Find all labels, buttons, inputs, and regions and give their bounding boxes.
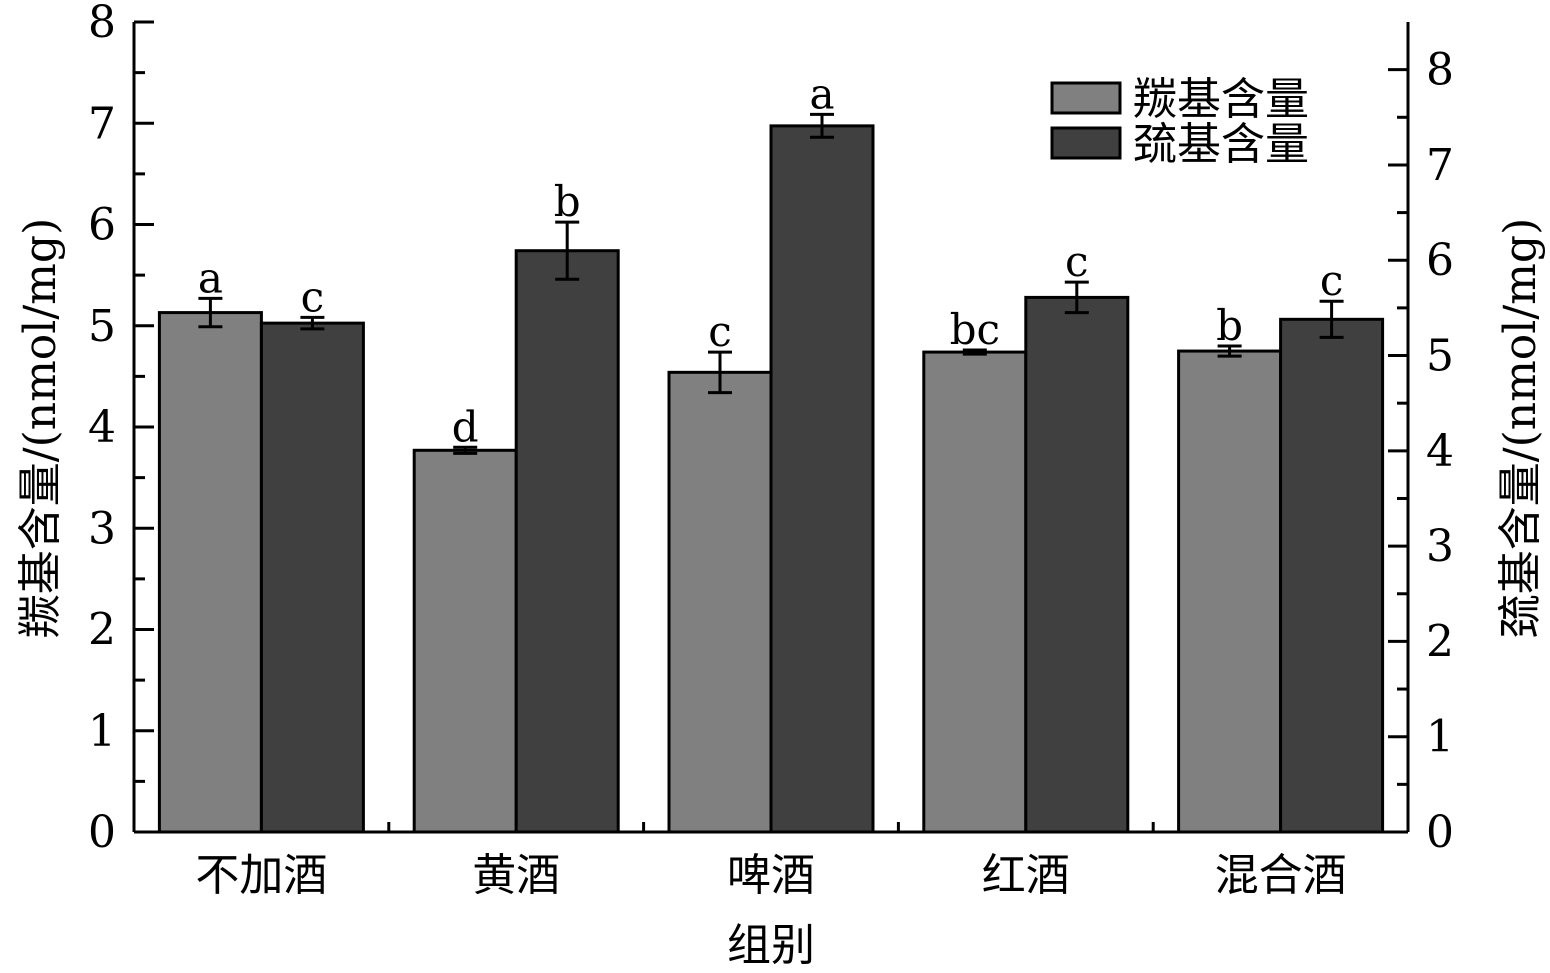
x-axis-title: 组别 xyxy=(727,920,815,971)
y-tick-label-right: 4 xyxy=(1426,426,1454,477)
y-tick-label-left: 0 xyxy=(88,807,116,858)
y-tick-label-left: 5 xyxy=(88,301,116,352)
error-bar-1-5 xyxy=(1217,344,1242,358)
x-tick-label-5: 混合酒 xyxy=(1215,850,1347,901)
legend-label-series-1: 羰基含量 xyxy=(1133,74,1309,125)
y-tick-label-left: 7 xyxy=(88,98,116,149)
sig-letter-1-3: c xyxy=(708,307,732,356)
ticks-layer: 不加酒 黄酒 啤酒 红酒 混合酒 0 1 2 3 4 5 6 7 8 0 1 2 3 4 5 6 7 8 xyxy=(88,0,1454,901)
error-bar-1-2 xyxy=(453,445,478,455)
bar-1-5 xyxy=(1177,349,1283,834)
y-axis-title-right: 巯基含量/(nmol/mg) xyxy=(1495,218,1546,639)
sig-letter-2-2: b xyxy=(554,177,581,226)
y-tick-label-right: 2 xyxy=(1426,616,1454,667)
sig-letter-2-4: c xyxy=(1065,237,1089,286)
error-bar-2-5 xyxy=(1319,299,1344,339)
sig-letter-2-1: c xyxy=(301,272,325,321)
y-tick-label-left: 3 xyxy=(88,503,116,554)
x-tick-label-4: 红酒 xyxy=(982,850,1070,901)
legend-label-series-2: 巯基含量 xyxy=(1133,119,1309,170)
sig-letter-1-5: b xyxy=(1216,301,1243,350)
bars-layer xyxy=(157,124,1385,834)
y-tick-label-right: 8 xyxy=(1426,45,1454,96)
error-bar-2-1 xyxy=(300,315,325,331)
y-tick-label-right: 7 xyxy=(1426,140,1454,191)
y-tick-label-left: 2 xyxy=(88,605,116,656)
sig-letter-1-4: bc xyxy=(950,305,1000,354)
y-tick-label-right: 1 xyxy=(1426,712,1454,763)
y-tick-label-left: 8 xyxy=(88,0,116,48)
y-tick-label-left: 1 xyxy=(88,706,116,757)
y-tick-label-right: 0 xyxy=(1426,807,1454,858)
error-bar-1-3 xyxy=(708,350,732,395)
error-bar-2-3 xyxy=(810,112,834,139)
bar-2-4 xyxy=(1024,295,1130,834)
y-tick-label-left: 6 xyxy=(88,200,116,251)
error-bars-layer xyxy=(198,112,1344,455)
bar-2-3 xyxy=(769,124,875,834)
x-tick-label-2: 黄酒 xyxy=(472,850,560,901)
y-tick-label-right: 3 xyxy=(1426,521,1454,572)
bar-2-1 xyxy=(259,321,365,834)
sig-letter-1-2: d xyxy=(452,402,479,451)
sig-letter-2-5: c xyxy=(1320,256,1344,305)
bar-1-1 xyxy=(157,311,263,834)
bar-1-2 xyxy=(412,448,518,834)
error-bar-2-2 xyxy=(555,220,580,281)
sig-letter-2-3: a xyxy=(809,69,834,118)
error-bar-1-4 xyxy=(962,348,987,356)
legend-swatch-series-2 xyxy=(1050,126,1122,160)
y-tick-label-right: 5 xyxy=(1426,331,1454,382)
error-bar-2-4 xyxy=(1064,280,1089,315)
sig-letter-1-1: a xyxy=(198,253,223,302)
x-tick-label-3: 啤酒 xyxy=(727,850,815,901)
x-tick-label-1: 不加酒 xyxy=(195,850,327,901)
legend-swatch-series-1 xyxy=(1050,81,1122,115)
y-tick-label-left: 4 xyxy=(88,402,116,453)
bar-1-4 xyxy=(922,350,1028,834)
y-tick-label-right: 6 xyxy=(1426,235,1454,286)
legend: 羰基含量 巯基含量 xyxy=(1050,74,1309,170)
bar-2-2 xyxy=(514,249,620,834)
error-bar-1-1 xyxy=(198,296,223,329)
bar-1-3 xyxy=(667,370,773,834)
bar-2-5 xyxy=(1279,317,1385,834)
y-axis-title-left: 羰基含量/(nmol/mg) xyxy=(15,218,66,639)
